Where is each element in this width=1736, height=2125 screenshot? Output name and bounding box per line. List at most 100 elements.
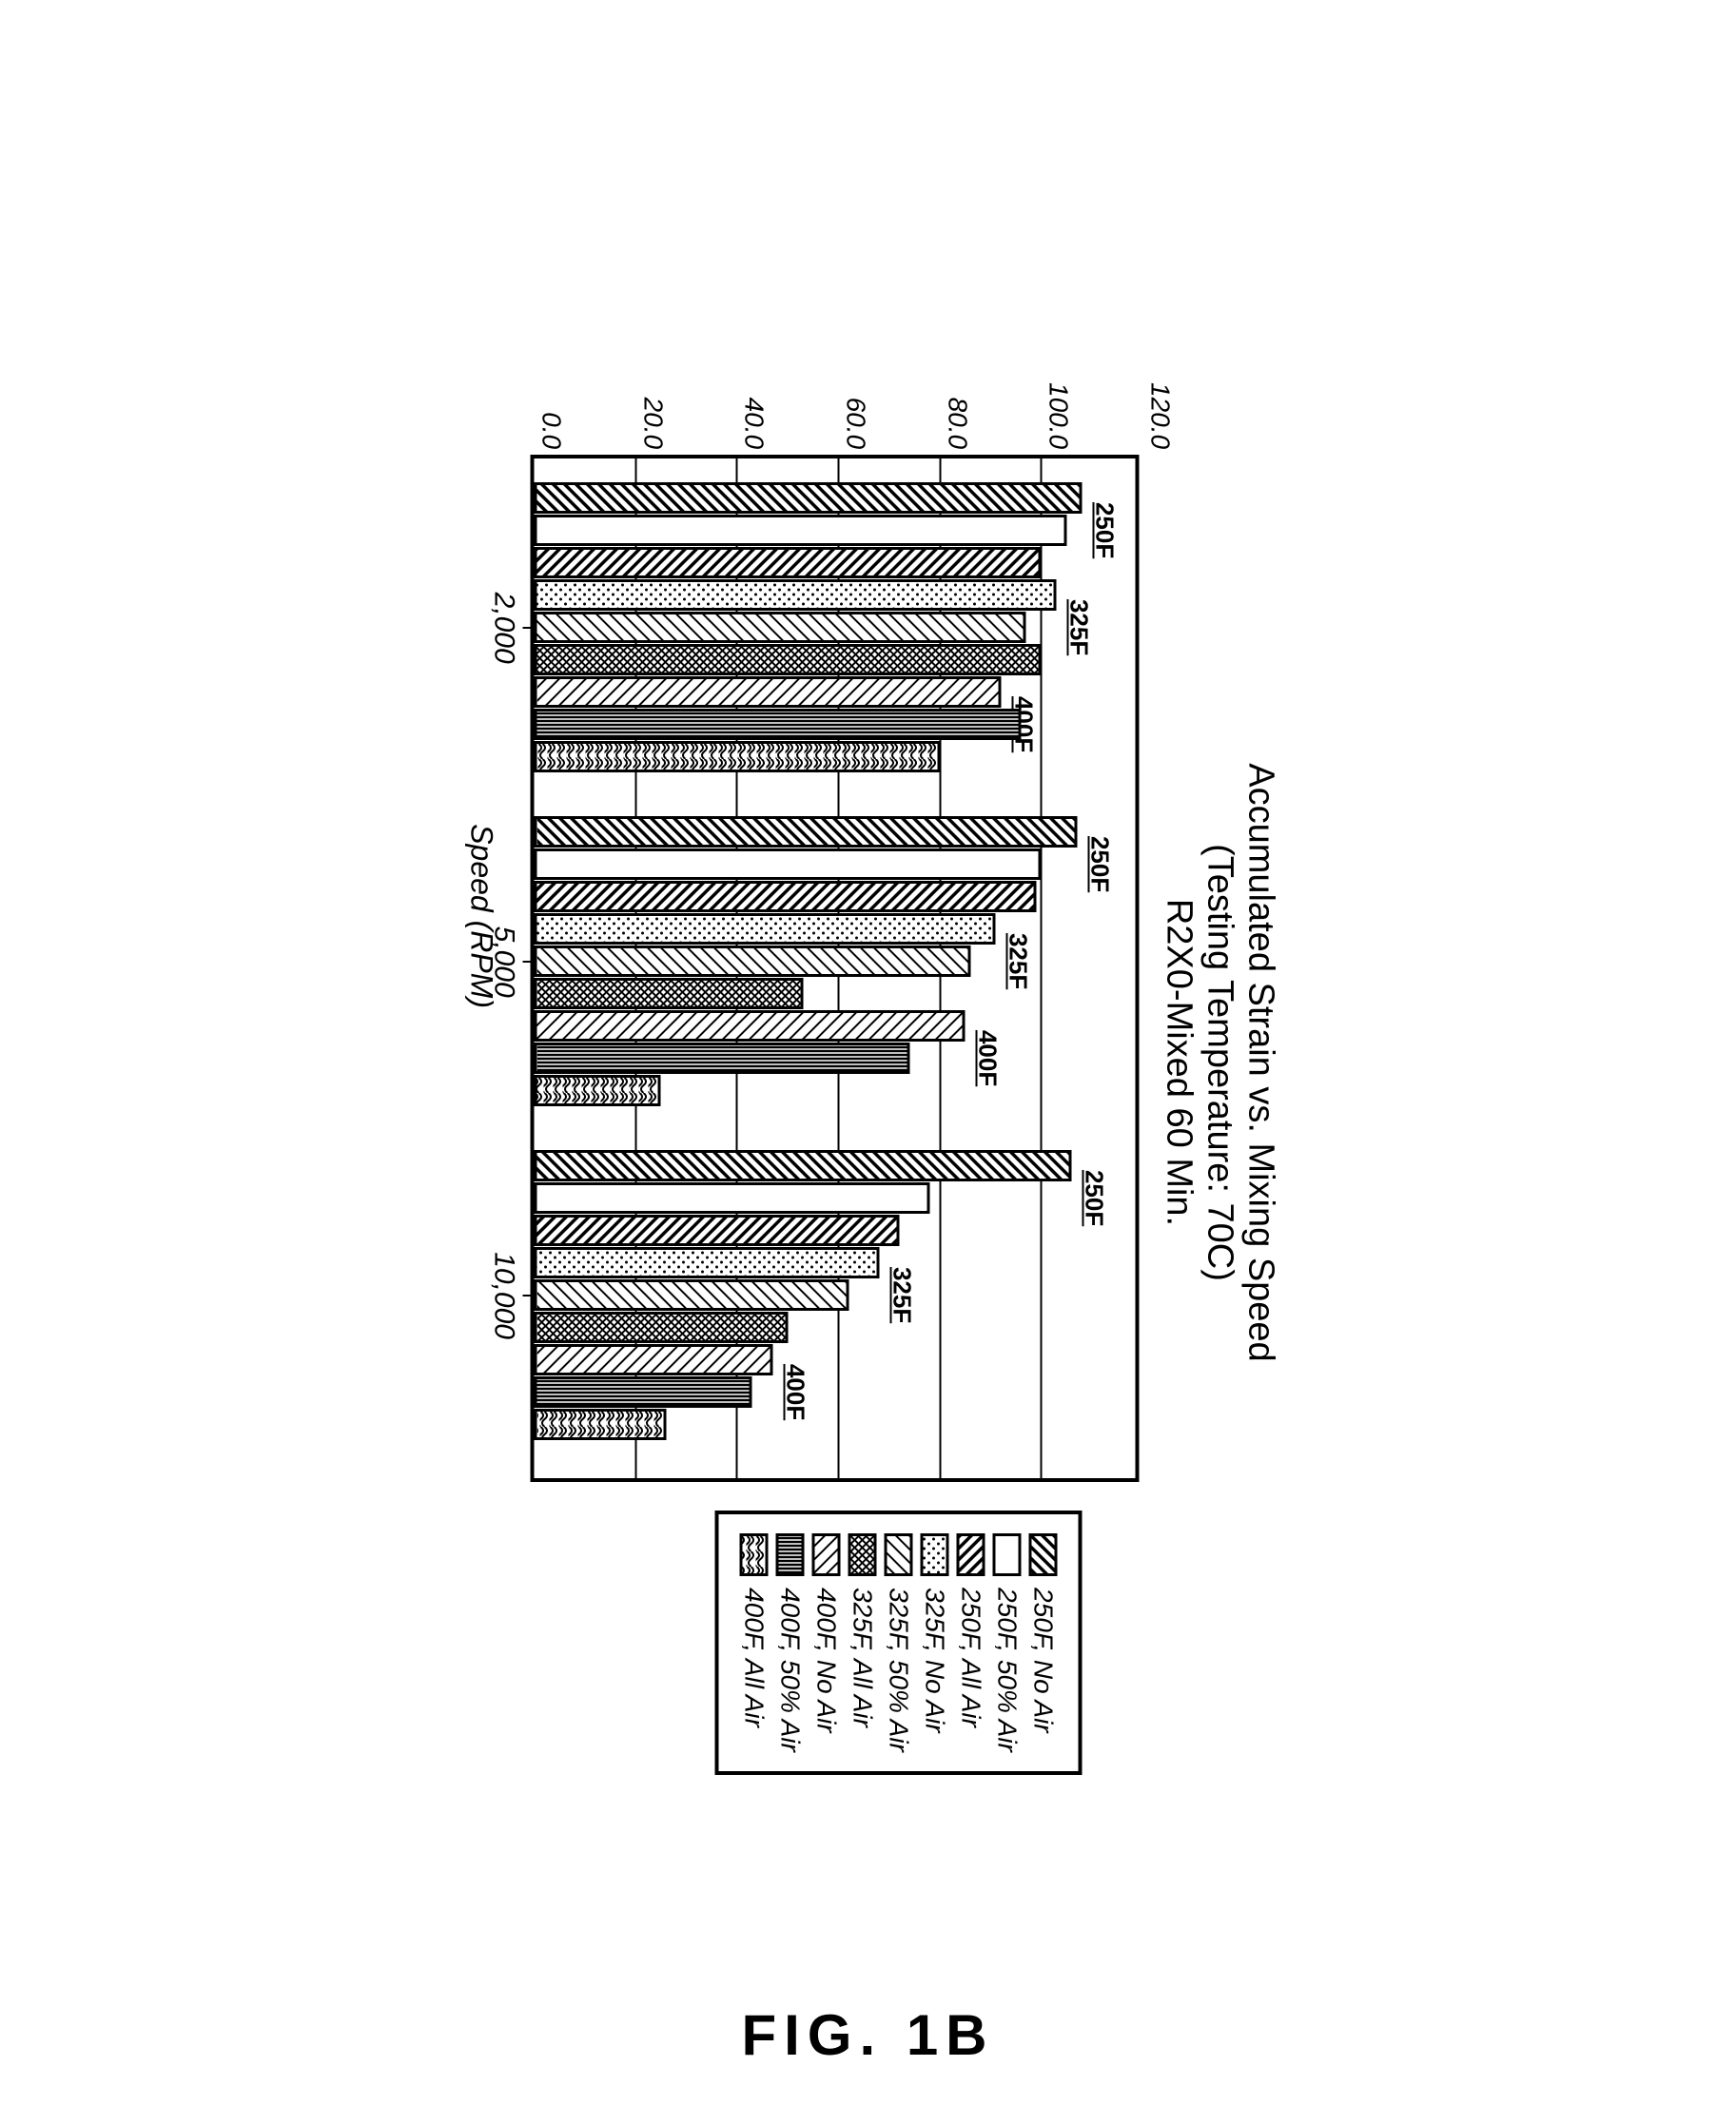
- bar-fill: [537, 614, 1024, 640]
- bar-fill: [537, 948, 968, 974]
- bar-fill: [537, 582, 1054, 608]
- bar-fill: [537, 647, 1039, 673]
- bar: [535, 978, 804, 1009]
- bar-fill: [537, 1250, 877, 1276]
- legend-item: 400F, All Air: [739, 1533, 770, 1752]
- bar-fill: [537, 1412, 664, 1437]
- bar: [535, 848, 1042, 880]
- bar-fill: [537, 1185, 927, 1211]
- bar-fill: [537, 1153, 1069, 1179]
- bar: [535, 1010, 966, 1042]
- bar: [535, 946, 971, 977]
- bar-fill: [537, 981, 801, 1006]
- bar-fill: [537, 1315, 786, 1340]
- bar-fill: [537, 1045, 907, 1071]
- chart-container: Accumulated Strain at 100 Cycles 0.020.0…: [455, 350, 1140, 1482]
- legend-swatch: [812, 1533, 841, 1576]
- bar: [535, 913, 996, 945]
- group-sublabel: 325F: [1004, 933, 1033, 989]
- group-sublabel: 250F: [1090, 502, 1120, 558]
- figure-caption: FIG. 1B: [741, 2002, 994, 2068]
- legend-label: 250F, No Air: [1028, 1588, 1059, 1733]
- legend-item: 325F, All Air: [848, 1533, 878, 1752]
- bar: [535, 1376, 752, 1408]
- y-tick-label: 100.0: [1044, 382, 1074, 458]
- legend-item: 250F, All Air: [956, 1533, 986, 1752]
- y-tick-label: 80.0: [942, 398, 972, 459]
- group-sublabel: 325F: [887, 1267, 916, 1323]
- bar-fill: [537, 1347, 770, 1373]
- chart-title: Accumulated Strain vs. Mixing Speed (Tes…: [1159, 763, 1281, 1361]
- bar: [535, 579, 1057, 611]
- bar: [535, 1344, 773, 1375]
- legend-item: 400F, 50% Air: [775, 1533, 806, 1752]
- bar-fill: [537, 712, 1019, 737]
- group-sublabel: 250F: [1084, 836, 1114, 892]
- bar-fill: [537, 884, 1034, 909]
- bar-fill: [537, 916, 993, 942]
- group-sublabel: 400F: [973, 1030, 1003, 1086]
- group-sublabel: 325F: [1064, 599, 1094, 655]
- bar: [535, 1215, 900, 1246]
- bar: [535, 1409, 667, 1440]
- bar-fill: [537, 744, 938, 770]
- legend-item: 400F, No Air: [811, 1533, 842, 1752]
- legend-label: 325F, All Air: [848, 1588, 878, 1727]
- bar-fill: [537, 851, 1039, 877]
- legend-label: 325F, 50% Air: [884, 1588, 914, 1752]
- group-sublabel: 250F: [1080, 1170, 1109, 1226]
- bar: [535, 816, 1078, 848]
- gridline: [1041, 458, 1043, 1478]
- bar: [535, 515, 1067, 546]
- bar-fill: [537, 1379, 750, 1405]
- bar-fill: [537, 1218, 897, 1243]
- bar-fill: [537, 1282, 847, 1308]
- legend-label: 250F, 50% Air: [992, 1588, 1023, 1752]
- legend-swatch: [1029, 1533, 1058, 1576]
- legend-label: 400F, No Air: [811, 1588, 842, 1733]
- bar: [535, 676, 1002, 708]
- title-line-1: Accumulated Strain vs. Mixing Speed: [1240, 763, 1281, 1361]
- bar: [535, 1182, 930, 1214]
- bar: [535, 1312, 789, 1343]
- legend-label: 400F, 50% Air: [775, 1588, 806, 1752]
- bar-fill: [537, 1078, 658, 1103]
- title-line-2: (Testing Temperature: 70C): [1200, 763, 1240, 1361]
- legend-swatch: [957, 1533, 985, 1576]
- bar: [535, 1043, 910, 1074]
- y-tick-label: 120.0: [1145, 382, 1176, 458]
- legend-item: 325F, No Air: [920, 1533, 950, 1752]
- legend: 250F, No Air250F, 50% Air250F, All Air32…: [715, 1511, 1083, 1775]
- bar: [535, 547, 1042, 578]
- bar-fill: [537, 1013, 963, 1039]
- bar: [535, 644, 1042, 675]
- legend-swatch: [993, 1533, 1022, 1576]
- y-tick-label: 60.0: [841, 398, 871, 459]
- plot-area: 0.020.040.060.080.0100.0120.02,000250F32…: [531, 455, 1140, 1482]
- bar: [535, 1075, 661, 1106]
- y-tick-label: 40.0: [739, 398, 770, 459]
- bar: [535, 741, 941, 772]
- legend-swatch: [848, 1533, 877, 1576]
- bar: [535, 1247, 880, 1278]
- y-tick-label: 20.0: [637, 398, 668, 459]
- x-axis-label: Speed (RPM): [464, 824, 499, 1008]
- y-tick-label: 0.0: [536, 412, 567, 458]
- group-sublabel: 400F: [780, 1364, 809, 1420]
- legend-item: 250F, No Air: [1028, 1533, 1059, 1752]
- legend-swatch: [885, 1533, 913, 1576]
- bar-fill: [537, 517, 1064, 543]
- legend-label: 325F, No Air: [920, 1588, 950, 1733]
- bar-fill: [537, 485, 1080, 511]
- legend-swatch: [921, 1533, 949, 1576]
- title-line-3: R2X0-Mixed 60 Min.: [1159, 763, 1200, 1361]
- legend-swatch: [776, 1533, 805, 1576]
- bar-fill: [537, 679, 999, 705]
- bar: [535, 1150, 1072, 1181]
- bar: [535, 709, 1022, 740]
- legend-swatch: [740, 1533, 769, 1576]
- bar: [535, 881, 1037, 912]
- bar-fill: [537, 819, 1075, 845]
- bar: [535, 482, 1083, 514]
- bar-fill: [537, 550, 1039, 575]
